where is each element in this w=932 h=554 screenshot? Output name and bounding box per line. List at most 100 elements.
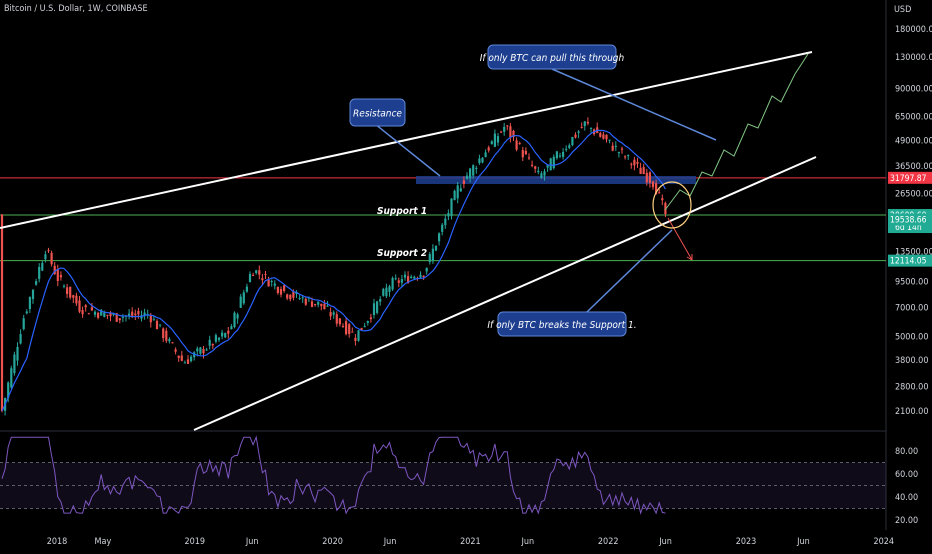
candle-body [500,131,503,133]
candle-body [267,279,270,287]
time-tick-label: May [95,537,112,547]
candle-body [583,121,586,127]
candle-body [565,148,568,150]
candle-body [574,134,577,138]
candle-body [121,316,124,318]
candle-body [385,287,388,297]
candle-body [568,145,571,148]
candle-body [106,314,109,316]
candle-body [444,218,447,226]
candle-body [518,143,521,145]
time-tick-label: 2023 [736,537,757,547]
candle-body [403,274,407,278]
candle-body [661,198,664,201]
candle-body [248,273,252,283]
candle-body [534,166,537,169]
candle-body [490,141,493,145]
candle-body [363,326,366,328]
price-tick-label: 13500.00 [895,247,932,257]
candle-body [419,274,422,278]
candle-body [103,312,106,317]
candle-body [310,301,314,307]
candle-body [196,348,199,352]
candle-body [469,168,472,179]
candle-body [84,305,87,308]
candle-body [93,311,97,315]
candle-body [264,273,267,275]
candle-body [320,303,323,307]
candle-body [208,339,211,346]
candle-body [155,320,159,330]
candle-body [87,313,90,315]
candle-body [270,281,273,283]
symbol-title: Bitcoin / U.S. Dollar, 1W, COINBASE [4,4,148,14]
candle-body [307,297,310,299]
candle-body [527,157,531,159]
price-tick-label: 3800.00 [895,356,928,366]
candle-body [546,164,549,168]
candle-body [655,183,658,195]
candle-body [540,173,543,178]
candle-body [332,312,335,315]
candle-body [537,170,540,173]
pull-through-note-text: If only BTC can pull this through [480,53,625,64]
candle-body [627,155,630,157]
time-tick-label: Jun [658,537,672,547]
candle-body [329,312,332,317]
candle-body [509,126,512,138]
resistance-note-box [349,98,406,127]
price-tick-label: 2800.00 [895,382,928,392]
candle-body [475,167,478,169]
currency-label: USD [894,5,911,15]
candle-body [341,325,345,327]
candle-body [354,337,357,341]
candle-body [245,286,248,292]
rsi-tick-label: 40.00 [895,493,918,503]
candle-body [152,319,155,321]
candle-body [81,310,84,315]
candle-body [165,330,168,341]
candle-body [47,250,50,252]
candle-body [38,266,41,279]
candle-body [255,270,258,274]
candle-body [459,188,462,192]
candle-body [382,288,385,296]
candle-body [549,158,552,171]
candle-body [100,309,103,316]
candle-body [605,134,608,140]
candle-body [177,355,180,358]
candle-body [630,163,633,165]
candle-body [323,303,326,310]
candle-body [645,172,648,183]
candle-body [69,286,72,298]
time-tick-label: 2018 [47,537,68,547]
candle-body [450,198,453,217]
candle-body [19,334,22,344]
time-tick-label: 2019 [184,537,205,547]
candle-body [190,356,193,362]
candle-body [602,134,605,139]
support-1-label: Support 1 [377,206,427,217]
candle-body [397,280,400,283]
candle-body [434,245,438,251]
candle-body [633,159,636,166]
resistance-zone [416,176,696,184]
candle-body [159,324,162,326]
candle-body [338,318,341,325]
price-tag-green2-bg [888,213,932,226]
candle-body [531,164,534,166]
candle-body [345,321,348,335]
resistance-note-text: Resistance [353,109,402,120]
price-tick-label: 130000.00 [895,53,932,63]
candle-body [326,305,329,307]
candle-body [292,291,295,298]
price-tag-red: 31797.87 [890,174,927,184]
candle-body [472,165,475,176]
candle-body [90,307,93,311]
candle-body [97,312,100,318]
candle-body [351,331,354,333]
candle-body [205,349,208,351]
pull-through-note-box [487,44,617,70]
